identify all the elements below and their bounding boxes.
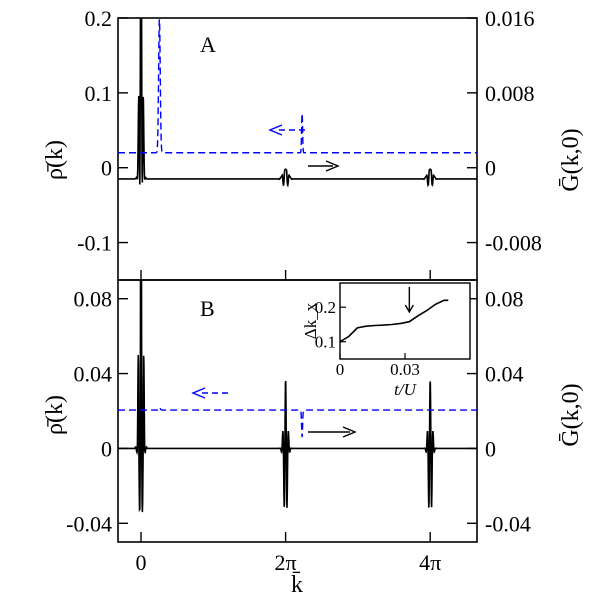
- panel-b-frame: [117, 279, 478, 543]
- panel-b-ylabel-text: ρ̄(k): [42, 395, 68, 435]
- panel-a-ylabel-text: ρ̄(k): [42, 140, 68, 180]
- panel-b-arrow-left: [191, 387, 228, 399]
- inset-ylabel: Δk_x: [301, 302, 320, 339]
- panel-b-plot: -0.04 0 0.04 0.08 -0.04 0 0.04 0.08 0 2π 4π: [66, 280, 531, 575]
- panel-a-ylabel-right-text: Ḡ(k,0): [558, 128, 584, 191]
- inset-arrow: [404, 287, 414, 314]
- panel-a-g-series: [118, 19, 477, 154]
- panel-a-ytick-label-right: 0: [485, 156, 496, 181]
- panel-a-arrow-left: [268, 124, 305, 136]
- panel-a-frame: [117, 17, 478, 281]
- inset-frame: [339, 282, 471, 360]
- xtick-label: 2π: [275, 550, 297, 575]
- panel-b-ytick-label-left: 0: [101, 436, 112, 461]
- panel-b-ytick-label-right: 0.04: [485, 362, 524, 387]
- inset-ytick-label: 0.2: [315, 298, 336, 317]
- xtick-label: 0: [136, 550, 147, 575]
- x-axis-title: k̄: [291, 572, 303, 597]
- panel-a-rho-series: [118, 18, 477, 188]
- panel-b-g-series: [118, 406, 477, 438]
- panel-b-label: B: [200, 296, 215, 321]
- panel-b-ylabel-right-text: Ḡ(k,0): [558, 383, 584, 446]
- panel-a-ytick-label-left: 0.2: [85, 6, 113, 31]
- panel-a-right-ylabel: Ḡ(k,0): [558, 128, 584, 191]
- xtick-label: 4π: [419, 550, 441, 575]
- inset-series: [339, 299, 449, 343]
- panel-a-plot: -0.1 0 0.1 0.2 -0.008 0 0.008 0.016: [77, 6, 542, 280]
- panel-b-right-ylabel: Ḡ(k,0): [558, 383, 584, 446]
- panel-a-ytick-label-left: -0.1: [77, 231, 112, 256]
- panel-b-ytick-label-right: 0.08: [485, 287, 524, 312]
- panel-a-ytick-label-right: -0.008: [485, 231, 542, 256]
- panel-a-ytick-label-left: 0: [101, 156, 112, 181]
- inset-plot: 0.1 0.2 0 0.03 Δk_x t/U: [301, 282, 471, 399]
- panel-a-ytick-label-right: 0.008: [485, 81, 535, 106]
- inset-xlabel: t/U: [394, 380, 417, 399]
- panel-a-left-ylabel: ρ̄(k): [42, 140, 68, 180]
- panel-b-ytick-label-left: 0.04: [74, 362, 113, 387]
- inset-ytick-label: 0.1: [315, 333, 336, 352]
- panel-a-ytick-label-left: 0.1: [85, 81, 113, 106]
- panel-b-ytick-label-left: -0.04: [66, 511, 112, 536]
- panel-b-left-ylabel: ρ̄(k): [42, 395, 68, 435]
- panel-b-ytick-label-left: 0.08: [74, 287, 113, 312]
- panel-b-ytick-label-right: -0.04: [485, 511, 531, 536]
- inset-xtick-label: 0.03: [390, 360, 420, 379]
- panel-a-arrow-right: [308, 160, 340, 172]
- panel-b-ytick-label-right: 0: [485, 436, 496, 461]
- panel-a-ytick-label-right: 0.016: [485, 6, 535, 31]
- panel-b-rho-series: [118, 280, 477, 513]
- panel-a-label: A: [200, 32, 216, 57]
- panel-b-arrow-right: [308, 426, 357, 438]
- inset-xtick-label: 0: [336, 360, 345, 379]
